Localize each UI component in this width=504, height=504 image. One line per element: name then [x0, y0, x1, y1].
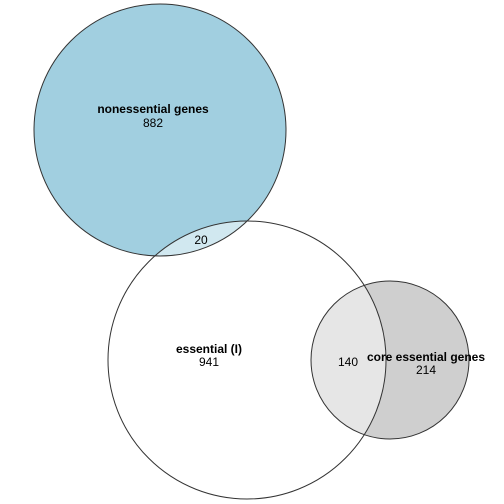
essential-set-label: essential (I) [176, 342, 242, 356]
nonessential-circle-outline [33, 3, 287, 257]
nonessential-only-count: 882 [143, 116, 163, 130]
essential-only-count: 941 [199, 355, 219, 369]
nonessential-circle-fill [34, 4, 286, 256]
nonessential-set-label: nonessential genes [97, 102, 209, 116]
essential-circle-fill [108, 221, 386, 499]
essential-core-count: 140 [338, 355, 358, 369]
core-set-label: core essential genes [367, 350, 485, 364]
essential-core-overlap [311, 281, 386, 439]
core-only-count: 214 [416, 363, 436, 377]
core-circle-outline [310, 280, 470, 440]
nonessential-essential-count: 20 [194, 233, 208, 247]
essential-circle-outline [107, 220, 387, 500]
